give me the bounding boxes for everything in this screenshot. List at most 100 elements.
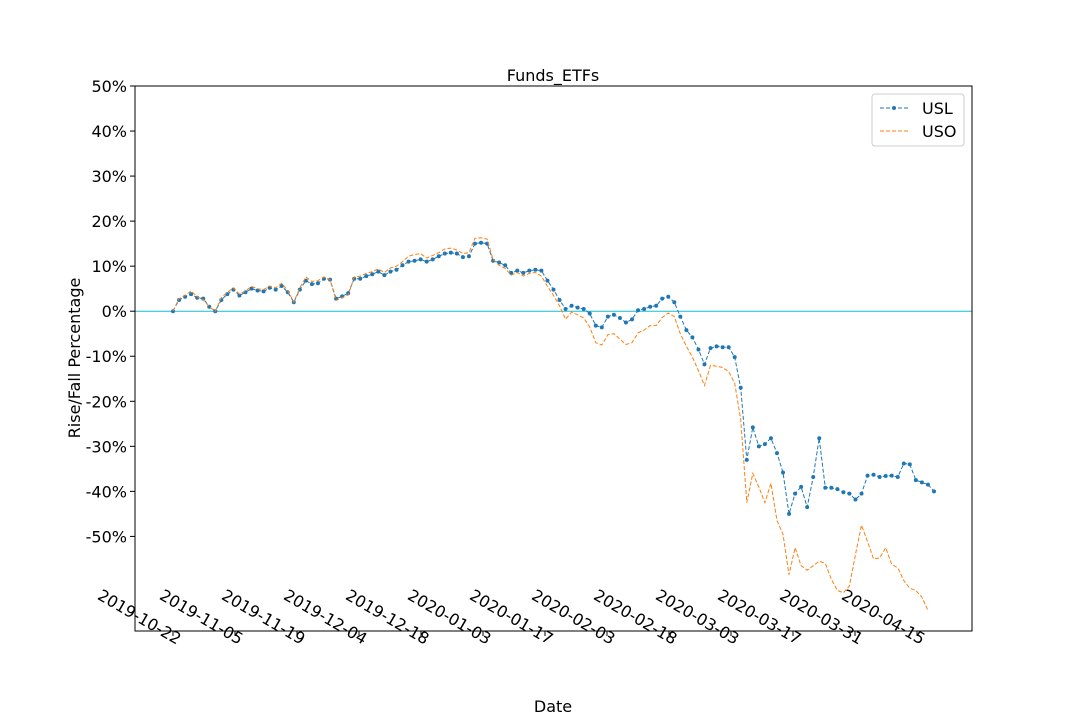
data-point-usl bbox=[382, 273, 387, 278]
data-point-usl bbox=[925, 482, 930, 487]
data-point-usl bbox=[720, 345, 725, 350]
data-point-usl bbox=[895, 474, 900, 479]
data-point-usl bbox=[575, 305, 580, 310]
data-point-usl bbox=[436, 254, 441, 259]
data-point-usl bbox=[768, 436, 773, 441]
data-point-usl bbox=[811, 474, 816, 479]
data-point-usl bbox=[189, 292, 194, 297]
data-point-usl bbox=[672, 300, 677, 305]
data-point-usl bbox=[841, 490, 846, 495]
data-point-usl bbox=[515, 268, 520, 273]
data-point-usl bbox=[913, 478, 918, 483]
data-point-usl bbox=[762, 442, 767, 447]
data-point-usl bbox=[774, 451, 779, 456]
data-point-usl bbox=[557, 297, 562, 302]
data-point-usl bbox=[829, 485, 834, 490]
chart-title: Funds_ETFs bbox=[507, 66, 600, 86]
y-tick-label: 40% bbox=[91, 122, 127, 141]
data-point-usl bbox=[889, 473, 894, 478]
data-point-usl bbox=[503, 263, 508, 268]
data-point-usl bbox=[177, 297, 182, 302]
data-point-usl bbox=[466, 254, 471, 259]
data-point-usl bbox=[430, 257, 435, 262]
data-point-usl bbox=[364, 274, 369, 279]
data-point-usl bbox=[738, 385, 743, 390]
data-point-usl bbox=[497, 260, 502, 265]
data-point-usl bbox=[732, 355, 737, 360]
y-tick-label: 20% bbox=[91, 212, 127, 231]
data-point-usl bbox=[865, 473, 870, 478]
data-point-usl bbox=[418, 257, 423, 262]
data-point-usl bbox=[660, 296, 665, 301]
data-point-usl bbox=[569, 303, 574, 308]
legend: USL USO bbox=[871, 93, 965, 147]
data-point-usl bbox=[805, 505, 810, 510]
data-point-usl bbox=[593, 323, 598, 328]
data-point-usl bbox=[714, 344, 719, 349]
series-line-uso bbox=[172, 237, 929, 611]
data-point-usl bbox=[479, 240, 484, 245]
data-point-usl bbox=[171, 309, 175, 314]
series-line-usl bbox=[172, 242, 935, 515]
data-point-usl bbox=[817, 436, 822, 441]
data-point-usl bbox=[388, 269, 393, 274]
data-point-usl bbox=[424, 259, 429, 264]
data-point-usl bbox=[527, 268, 532, 273]
data-point-usl bbox=[599, 325, 604, 330]
y-tick-label: 0% bbox=[102, 302, 127, 321]
data-point-usl bbox=[847, 491, 852, 496]
legend-marker bbox=[892, 106, 896, 110]
data-point-usl bbox=[279, 283, 284, 288]
data-point-usl bbox=[460, 255, 465, 260]
data-point-usl bbox=[901, 461, 906, 466]
y-tick-label: -20% bbox=[86, 392, 127, 411]
legend-label: USL bbox=[922, 99, 953, 118]
data-point-usl bbox=[539, 268, 544, 273]
data-point-usl bbox=[273, 287, 278, 292]
legend-label: USO bbox=[922, 122, 956, 141]
data-point-usl bbox=[877, 474, 882, 479]
data-point-usl bbox=[678, 314, 683, 319]
y-axis-title: Rise/Fall Percentage bbox=[65, 278, 84, 439]
data-point-usl bbox=[684, 328, 689, 333]
data-point-usl bbox=[581, 306, 586, 311]
data-point-usl bbox=[249, 286, 254, 291]
data-point-usl bbox=[648, 304, 653, 309]
data-point-usl bbox=[243, 290, 248, 295]
data-point-usl bbox=[376, 269, 381, 274]
data-point-usl bbox=[630, 317, 635, 322]
data-point-usl bbox=[237, 293, 242, 298]
data-point-usl bbox=[636, 308, 641, 313]
data-point-usl bbox=[799, 484, 804, 489]
data-point-usl bbox=[309, 282, 314, 287]
data-point-usl bbox=[394, 267, 399, 272]
data-point-usl bbox=[793, 491, 798, 496]
data-point-usl bbox=[352, 276, 357, 281]
series-layer bbox=[171, 237, 936, 611]
data-point-usl bbox=[853, 497, 858, 502]
data-point-usl bbox=[346, 291, 351, 296]
data-point-usl bbox=[509, 270, 514, 275]
data-point-usl bbox=[702, 362, 707, 367]
data-point-usl bbox=[654, 303, 659, 308]
data-point-usl bbox=[932, 489, 936, 494]
data-point-usl bbox=[623, 320, 628, 325]
data-point-usl bbox=[611, 312, 616, 317]
data-point-usl bbox=[907, 462, 912, 467]
data-point-usl bbox=[605, 314, 610, 319]
data-point-usl bbox=[448, 250, 453, 255]
data-point-usl bbox=[823, 485, 828, 490]
data-point-usl bbox=[442, 251, 447, 256]
data-point-usl bbox=[708, 346, 713, 351]
data-point-usl bbox=[781, 470, 786, 475]
data-point-usl bbox=[412, 258, 417, 263]
data-point-usl bbox=[315, 281, 320, 286]
data-point-usl bbox=[563, 306, 568, 311]
data-point-usl bbox=[787, 511, 792, 516]
data-point-usl bbox=[859, 491, 864, 496]
y-tick-label: -30% bbox=[86, 437, 127, 456]
y-tick-label: -40% bbox=[86, 482, 127, 501]
data-point-usl bbox=[696, 347, 701, 352]
y-tick-label: -50% bbox=[86, 527, 127, 546]
